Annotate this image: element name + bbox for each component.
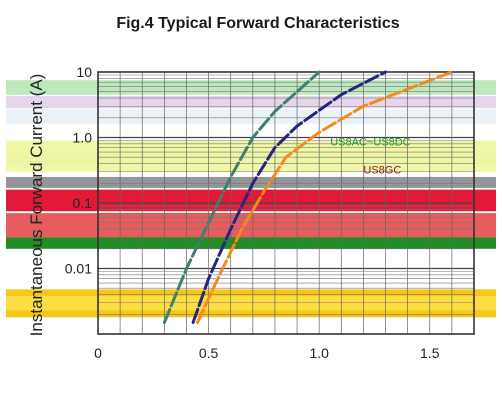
band-7: [6, 213, 496, 238]
series-line-3: [196, 70, 454, 324]
band-10: [6, 296, 496, 311]
band-2: [6, 109, 496, 125]
x-tick-label: 0.5: [199, 345, 219, 361]
band-0: [6, 80, 496, 95]
y-tick-label: 0.01: [65, 261, 92, 277]
band-1: [6, 96, 496, 109]
x-tick-label: 1.0: [309, 345, 329, 361]
plot-frame: [97, 71, 475, 335]
y-tick-label: 0.1: [73, 195, 93, 211]
annotation-label-2: US8GC: [363, 165, 401, 177]
x-tick-label: 1.5: [420, 345, 440, 361]
band-5: [6, 176, 496, 188]
y-tick-label: 10: [76, 64, 92, 80]
band-8: [6, 237, 496, 249]
annotation-label-1: US8AC~US8DC: [330, 137, 410, 149]
chart-title: Fig.4 Typical Forward Characteristics: [116, 15, 399, 32]
series-line-2: [191, 70, 387, 324]
x-tick-label: 0: [94, 345, 102, 361]
series-line-1: [162, 70, 321, 324]
y-axis-label: Instantaneous Forward Current (A): [27, 74, 46, 337]
y-tick-label: 1.0: [73, 130, 93, 146]
